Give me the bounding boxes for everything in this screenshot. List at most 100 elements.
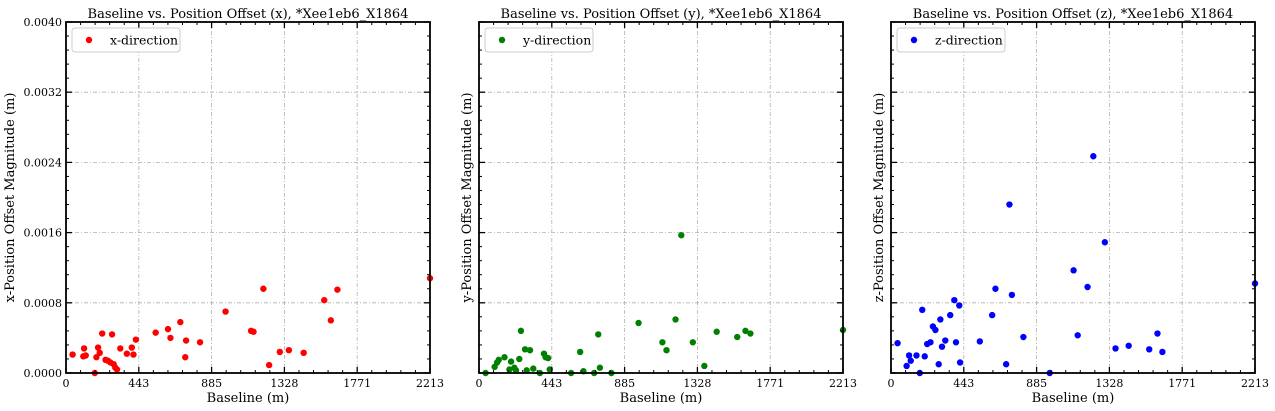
data-point xyxy=(108,331,116,338)
x-tick-label: 1771 xyxy=(1168,377,1196,390)
data-point xyxy=(196,339,204,346)
data-point xyxy=(576,348,584,356)
y-axis-label: z-Position Offset Magnitude (m) xyxy=(872,93,887,303)
data-point xyxy=(913,352,920,359)
data-point xyxy=(1070,267,1077,274)
data-point xyxy=(894,339,901,347)
legend-box xyxy=(71,27,181,53)
plot-frame xyxy=(65,21,431,374)
legend-label: z-direction xyxy=(935,33,1003,48)
data-point xyxy=(921,353,928,360)
data-point xyxy=(1101,239,1109,246)
x-axis-label: Baseline (m) xyxy=(207,391,290,406)
data-point xyxy=(734,333,741,341)
data-point xyxy=(80,345,88,352)
data-point xyxy=(530,365,537,372)
data-point xyxy=(123,350,131,357)
data-point xyxy=(327,317,335,324)
data-point xyxy=(956,302,963,309)
data-point xyxy=(595,331,602,338)
data-point xyxy=(713,328,720,335)
data-point xyxy=(1146,346,1153,353)
x-tick-label: 1328 xyxy=(270,377,298,390)
legend: x-direction xyxy=(71,27,181,53)
data-point xyxy=(1159,348,1166,356)
data-point xyxy=(1008,291,1016,299)
legend-marker xyxy=(910,36,918,44)
data-point xyxy=(903,362,910,370)
data-point xyxy=(93,354,100,361)
data-point xyxy=(663,346,670,354)
data-point xyxy=(672,316,679,323)
x-tick-label: 1771 xyxy=(756,377,784,390)
data-point xyxy=(334,286,341,293)
data-point xyxy=(222,308,229,315)
data-point xyxy=(321,296,328,304)
data-point xyxy=(927,339,934,346)
data-point xyxy=(285,346,293,354)
y-axis-label: x-Position Offset Magnitude (m) xyxy=(3,93,18,303)
y-tick-label: 0.0008 xyxy=(24,297,63,310)
x-tick-label: 1771 xyxy=(343,377,371,390)
data-point xyxy=(526,346,534,354)
series-1 xyxy=(482,232,847,377)
data-point xyxy=(152,329,159,336)
data-point xyxy=(113,366,121,373)
data-point xyxy=(747,330,754,337)
data-point xyxy=(1090,153,1097,160)
legend: y-direction xyxy=(484,27,594,53)
data-point xyxy=(596,364,604,371)
legend-box xyxy=(896,27,1006,53)
data-point xyxy=(521,346,529,353)
x-tick-label: 443 xyxy=(128,377,149,390)
y-tick-label: 0.0024 xyxy=(24,156,63,169)
chart-title: Baseline vs. Position Offset (x), *Xee1e… xyxy=(88,7,409,22)
x-tick-label: 0 xyxy=(63,377,70,390)
data-point xyxy=(1074,332,1081,339)
data-point xyxy=(117,345,124,352)
data-point xyxy=(942,337,949,344)
legend-marker xyxy=(85,36,93,44)
y-tick-label: 0.0040 xyxy=(24,16,63,29)
data-point xyxy=(935,361,942,368)
data-point xyxy=(130,351,137,358)
data-point xyxy=(260,285,267,292)
x-tick-label: 0 xyxy=(888,377,895,390)
x-tick-label: 443 xyxy=(953,377,974,390)
data-point xyxy=(1084,283,1091,291)
data-point xyxy=(516,355,523,363)
chart-panel-2: 0 443 885 1328 1771 2213 Baseline vs. Position… xyxy=(460,7,857,406)
data-point xyxy=(300,349,307,357)
data-point xyxy=(544,354,552,362)
data-point xyxy=(988,311,996,319)
data-point xyxy=(937,316,944,323)
data-point xyxy=(919,306,926,314)
x-tick-label: 1328 xyxy=(683,377,711,390)
series-1 xyxy=(69,275,434,377)
data-point xyxy=(523,367,530,374)
data-point xyxy=(635,319,642,327)
data-point xyxy=(182,337,190,344)
data-point xyxy=(128,344,135,351)
data-point xyxy=(164,325,172,333)
legend: z-direction xyxy=(896,27,1006,53)
data-point xyxy=(1006,201,1013,208)
data-point xyxy=(956,359,964,366)
data-point xyxy=(265,361,273,369)
legend-box xyxy=(484,27,594,53)
data-point xyxy=(177,318,184,326)
x-tick-label: 885 xyxy=(201,377,222,390)
data-point xyxy=(1002,361,1010,368)
data-point xyxy=(512,367,520,374)
plot-frame xyxy=(478,21,844,374)
legend-label: y-direction xyxy=(522,33,591,48)
data-point xyxy=(98,330,106,337)
data-point xyxy=(495,356,502,364)
y-axis-label: y-Position Offset Magnitude (m) xyxy=(460,92,475,303)
x-tick-label: 2213 xyxy=(829,377,857,390)
chart-panel-1: 0 443 885 1328 1771 2213 0.0000 0.0008 0.0016 0.0… xyxy=(3,7,444,406)
data-point xyxy=(907,357,914,364)
data-point xyxy=(689,339,697,346)
data-point xyxy=(1154,330,1161,337)
